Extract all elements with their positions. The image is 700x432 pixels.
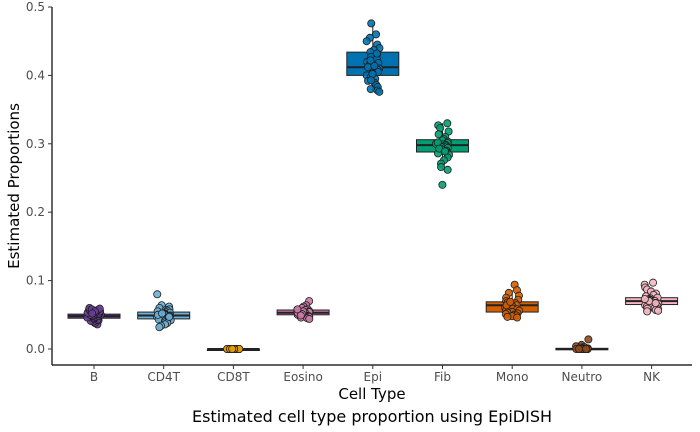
data-point — [367, 19, 376, 28]
data-point — [372, 30, 381, 39]
y-axis-title: Estimated Proportions — [5, 103, 23, 269]
data-point — [362, 37, 371, 46]
data-point — [434, 130, 443, 139]
box-cd8t — [206, 344, 260, 353]
data-point — [654, 306, 663, 315]
data-point — [375, 87, 384, 96]
data-point — [228, 344, 237, 353]
data-point — [158, 309, 167, 318]
x-tick-label: B — [90, 370, 98, 384]
x-axis-title: Cell Type — [338, 385, 405, 403]
data-point — [643, 307, 652, 316]
y-axis-ticks: 0.0 0.1 0.2 0.3 0.4 0.5 — [26, 0, 52, 356]
y-tick-label: 0.0 — [26, 342, 45, 356]
y-tick-label: 0.2 — [26, 205, 45, 219]
y-tick-label: 0.1 — [26, 274, 45, 288]
box-b — [67, 303, 121, 329]
y-tick-label: 0.5 — [26, 0, 45, 14]
data-point — [582, 344, 591, 353]
data-point — [370, 61, 379, 70]
data-point — [293, 305, 302, 314]
data-point — [513, 313, 522, 322]
x-axis-ticks: B CD4T CD8T Eosino Epi Fib Mono Neutro NK — [90, 365, 661, 384]
box-cd4t — [137, 290, 191, 332]
data-point — [651, 299, 660, 308]
box-epi — [346, 19, 400, 96]
data-point — [296, 311, 305, 320]
data-point — [437, 163, 446, 172]
x-tick-label: CD8T — [217, 370, 250, 384]
plot-area — [67, 19, 679, 353]
data-point — [574, 344, 583, 353]
data-point — [438, 180, 447, 189]
x-tick-label: Eosino — [283, 370, 322, 384]
data-point — [305, 314, 314, 323]
data-point — [366, 85, 375, 94]
data-point — [367, 76, 376, 85]
data-point — [584, 335, 593, 344]
box-fib — [416, 119, 469, 189]
data-point — [153, 290, 162, 299]
box-nk — [625, 278, 679, 316]
y-tick-label: 0.4 — [26, 68, 45, 82]
data-point — [440, 147, 449, 156]
data-point — [649, 278, 658, 287]
data-point — [155, 323, 164, 332]
data-point — [640, 295, 649, 304]
data-point — [443, 165, 452, 174]
x-tick-label: Neutro — [562, 370, 603, 384]
data-point — [165, 312, 174, 321]
data-point — [88, 309, 97, 318]
box-mono — [485, 280, 539, 322]
x-tick-label: Epi — [364, 370, 383, 384]
data-point — [363, 63, 372, 72]
box-neutro — [555, 335, 609, 353]
x-tick-label: Mono — [496, 370, 529, 384]
data-point — [503, 312, 512, 321]
data-point — [506, 297, 515, 306]
x-tick-label: CD4T — [147, 370, 180, 384]
data-point — [372, 49, 381, 58]
y-tick-label: 0.3 — [26, 137, 45, 151]
x-tick-label: NK — [643, 370, 661, 384]
box-eosino — [276, 297, 330, 323]
x-tick-label: Fib — [434, 370, 451, 384]
data-point — [443, 119, 452, 128]
data-point — [366, 56, 375, 65]
chart-caption: Estimated cell type proportion using Epi… — [192, 407, 552, 426]
